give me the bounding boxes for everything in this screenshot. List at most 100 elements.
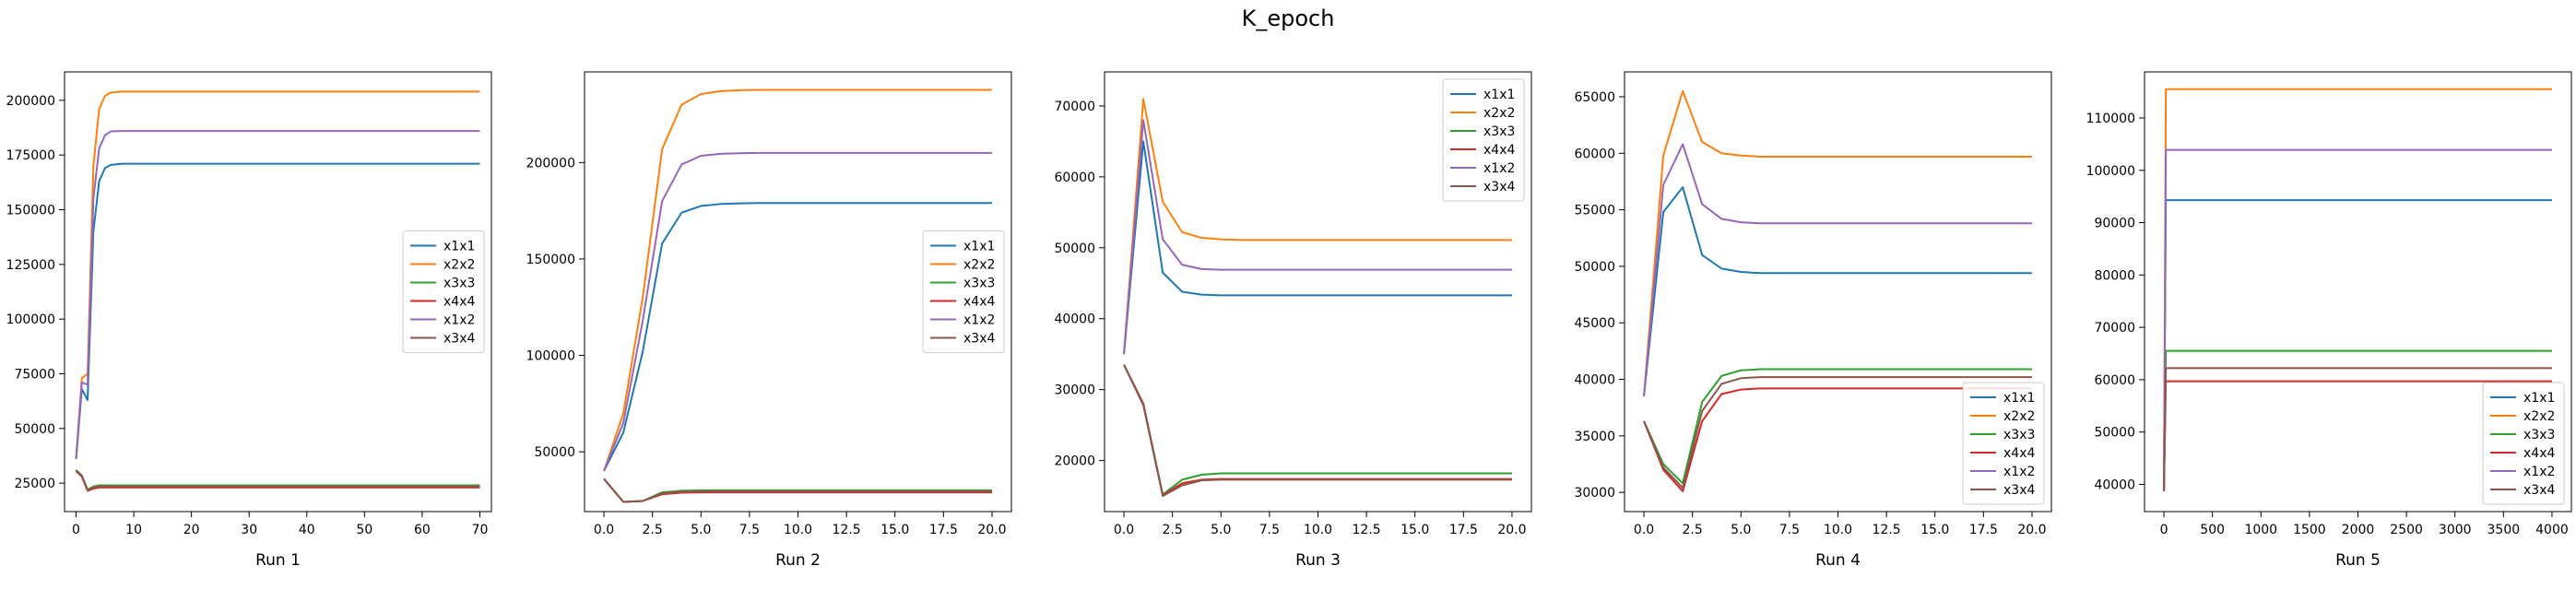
series-line-x1x2 xyxy=(603,151,992,472)
legend-label-x3x3: x3x3 xyxy=(443,277,475,291)
series-line-x1x2 xyxy=(1643,143,2032,397)
y-tick-label: 175000 xyxy=(6,148,55,163)
x-tick-label: 2.5 xyxy=(643,523,663,537)
legend: x1x1 x2x2 x3x3 x4x4 x1x2 x3x4 xyxy=(1962,382,2045,505)
x-tick-label: 0.0 xyxy=(1114,523,1134,537)
chart-run-1: 0 10 20 30 40 50 60 70 25000 50000 75000 100000 1250… xyxy=(6,71,492,570)
series-line-x2x2 xyxy=(75,90,480,460)
x-axis-label: Run 3 xyxy=(1295,551,1341,570)
legend-label-x3x4: x3x4 xyxy=(2003,483,2035,498)
y-tick-label: 70000 xyxy=(1054,100,1095,114)
y-tick-label: 30000 xyxy=(1574,486,1615,501)
legend-label-x2x2: x2x2 xyxy=(443,258,475,273)
charts-container: 0 10 20 30 40 50 60 702500050000750001000001250… xyxy=(6,71,2572,570)
figure-suptitle: K_epoch xyxy=(1242,6,1335,31)
series-line-x3x4 xyxy=(603,477,992,503)
x-axis-label: Run 1 xyxy=(255,551,301,570)
y-tick-label: 40000 xyxy=(1054,312,1095,327)
series-line-x3x4 xyxy=(75,469,480,491)
legend-label-x3x3: x3x3 xyxy=(1483,124,1515,139)
legend-label-x1x2: x1x2 xyxy=(443,313,475,328)
x-tick-label: 70 xyxy=(472,523,489,537)
x-tick-label: 2000 xyxy=(2342,523,2375,537)
legend-box xyxy=(1962,382,2045,505)
y-tick-label: 50000 xyxy=(1574,260,1615,275)
series-line-x1x1 xyxy=(603,202,992,472)
x-axis-label: Run 2 xyxy=(775,551,821,570)
series-line-x2x2 xyxy=(603,88,992,472)
legend-label-x1x1: x1x1 xyxy=(2523,391,2555,406)
x-tick-label: 30 xyxy=(241,523,257,537)
x-tick-label: 12.5 xyxy=(833,523,861,537)
x-tick-label: 2.5 xyxy=(1163,523,1183,537)
x-tick-label: 20.0 xyxy=(2017,523,2046,537)
legend-label-x3x4: x3x4 xyxy=(2523,483,2555,498)
legend-label-x2x2: x2x2 xyxy=(2523,409,2555,424)
series-line-x4x4 xyxy=(1123,364,1512,497)
legend-label-x4x4: x4x4 xyxy=(963,295,995,310)
y-tick-label: 200000 xyxy=(6,94,55,109)
legend: x1x1 x2x2 x3x3 x4x4 x1x2 x3x4 xyxy=(1442,78,1525,202)
legend-label-x1x1: x1x1 xyxy=(443,240,475,254)
x-tick-label: 5.0 xyxy=(1731,523,1751,537)
y-tick-label: 35000 xyxy=(1574,430,1615,444)
x-tick-label: 10.0 xyxy=(784,523,812,537)
series-line-x3x4 xyxy=(1643,376,2032,489)
y-tick-label: 60000 xyxy=(2094,373,2135,388)
x-tick-label: 3500 xyxy=(2487,523,2521,537)
y-tick-label: 60000 xyxy=(1574,147,1615,161)
x-tick-label: 10.0 xyxy=(1824,523,1852,537)
series-line-x1x2 xyxy=(75,130,480,460)
legend-label-x2x2: x2x2 xyxy=(963,258,995,273)
legend-label-x1x2: x1x2 xyxy=(2003,465,2035,479)
series-line-x1x2 xyxy=(1123,119,1512,355)
y-tick-label: 70000 xyxy=(2094,321,2135,336)
x-tick-label: 0 xyxy=(2160,523,2168,537)
legend-box xyxy=(1442,78,1525,202)
x-tick-label: 1000 xyxy=(2244,523,2277,537)
series-line-x2x2 xyxy=(1123,98,1512,355)
legend-label-x1x2: x1x2 xyxy=(2523,465,2555,479)
y-tick-label: 55000 xyxy=(1574,204,1615,218)
series-line-x1x1 xyxy=(75,162,480,460)
chart-run-4: 0.0 2.5 5.0 7.5 10.0 12.5 15.0 17.5 20.0 30000 350… xyxy=(1574,71,2052,570)
y-tick-label: 25000 xyxy=(14,477,55,491)
chart-run-5: 0 500 1000 1500 2000 2500 3000 3500 4000 40000 500… xyxy=(2086,71,2572,570)
chart-run-2: 0.0 2.5 5.0 7.5 10.0 12.5 15.0 17.5 20.0 50000 100… xyxy=(526,71,1012,570)
y-tick-label: 100000 xyxy=(6,312,55,327)
legend-label-x3x4: x3x4 xyxy=(443,332,475,347)
y-tick-label: 20000 xyxy=(1054,454,1095,469)
x-tick-label: 20.0 xyxy=(977,523,1006,537)
x-tick-label: 15.0 xyxy=(1400,523,1429,537)
y-tick-label: 50000 xyxy=(534,445,575,460)
legend-label-x1x2: x1x2 xyxy=(963,313,995,328)
y-tick-label: 150000 xyxy=(526,253,575,267)
legend: x1x1 x2x2 x3x3 x4x4 x1x2 x3x4 xyxy=(402,230,485,353)
series-line-x4x4 xyxy=(75,470,480,492)
x-tick-label: 0.0 xyxy=(594,523,614,537)
y-tick-label: 200000 xyxy=(526,156,575,171)
y-tick-label: 45000 xyxy=(1574,316,1615,331)
x-tick-label: 40 xyxy=(299,523,315,537)
x-tick-label: 2500 xyxy=(2390,523,2423,537)
series-line-x4x4 xyxy=(1643,387,2032,492)
legend-label-x3x4: x3x4 xyxy=(963,332,995,347)
x-tick-label: 0.0 xyxy=(1634,523,1654,537)
x-tick-label: 7.5 xyxy=(739,523,760,537)
x-tick-label: 60 xyxy=(414,523,431,537)
legend-box xyxy=(2482,382,2565,505)
x-tick-label: 15.0 xyxy=(1920,523,1949,537)
x-tick-label: 17.5 xyxy=(929,523,958,537)
x-tick-label: 0 xyxy=(72,523,80,537)
y-tick-label: 90000 xyxy=(2094,217,2135,231)
chart-run-3: 0.0 2.5 5.0 7.5 10.0 12.5 15.0 17.5 20.0 20000 300… xyxy=(1054,71,1532,570)
legend-label-x2x2: x2x2 xyxy=(1483,106,1515,121)
y-tick-label: 40000 xyxy=(2094,477,2135,492)
x-tick-label: 17.5 xyxy=(1969,523,1998,537)
legend-label-x1x1: x1x1 xyxy=(2003,391,2035,406)
x-tick-label: 5.0 xyxy=(1211,523,1231,537)
x-tick-label: 7.5 xyxy=(1259,523,1280,537)
series-line-x3x3 xyxy=(603,477,992,503)
x-axis-label: Run 4 xyxy=(1815,551,1861,570)
